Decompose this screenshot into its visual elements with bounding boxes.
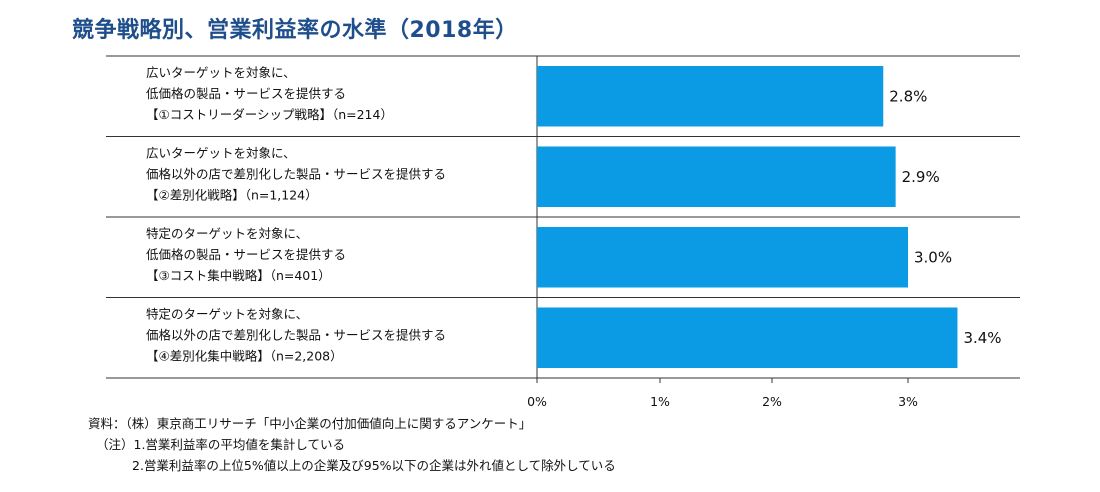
data-label: 3.4% xyxy=(963,329,1001,347)
category-label: 価格以外の店で差別化した製品・サービスを提供する xyxy=(146,328,446,343)
data-label: 2.8% xyxy=(889,87,927,105)
x-tick-label: 3% xyxy=(898,394,918,409)
category-label: 【③コスト集中戦略】（n=401） xyxy=(146,268,331,283)
category-label: 特定のターゲットを対象に、 xyxy=(146,226,308,241)
x-tick-label: 0% xyxy=(527,394,547,409)
x-tick-label: 1% xyxy=(650,394,670,409)
note-1: （注）1.営業利益率の平均値を集計している xyxy=(96,437,346,452)
x-tick-label: 2% xyxy=(762,394,782,409)
chart-footer: 資料：（株）東京商工リサーチ「中小企業の付加価値向上に関するアンケート」 （注）… xyxy=(88,413,616,476)
category-label: 【④差別化集中戦略】（n=2,208） xyxy=(146,349,343,364)
category-label: 低価格の製品・サービスを提供する xyxy=(146,86,346,101)
category-label: 広いターゲットを対象に、 xyxy=(146,65,296,80)
category-label: 特定のターゲットを対象に、 xyxy=(146,307,308,322)
note-2: 2.営業利益率の上位5%値以上の企業及び95%以下の企業は外れ値として除外してい… xyxy=(132,458,616,473)
bar xyxy=(537,146,896,207)
category-label: 【①コストリーダーシップ戦略】（n=214） xyxy=(146,107,393,122)
category-label: 価格以外の店で差別化した製品・サービスを提供する xyxy=(146,167,446,182)
data-label: 2.9% xyxy=(902,168,940,186)
source-note: 資料：（株）東京商工リサーチ「中小企業の付加価値向上に関するアンケート」 xyxy=(88,416,532,431)
chart-title: 競争戦略別、営業利益率の水準（2018年） xyxy=(72,18,518,43)
category-label: 広いターゲットを対象に、 xyxy=(146,146,296,161)
category-label: 【②差別化戦略】（n=1,124） xyxy=(146,188,318,203)
bar xyxy=(537,66,884,127)
bar xyxy=(537,227,908,288)
category-label: 低価格の製品・サービスを提供する xyxy=(146,247,346,262)
data-label: 3.0% xyxy=(914,248,952,266)
bar xyxy=(537,307,958,368)
